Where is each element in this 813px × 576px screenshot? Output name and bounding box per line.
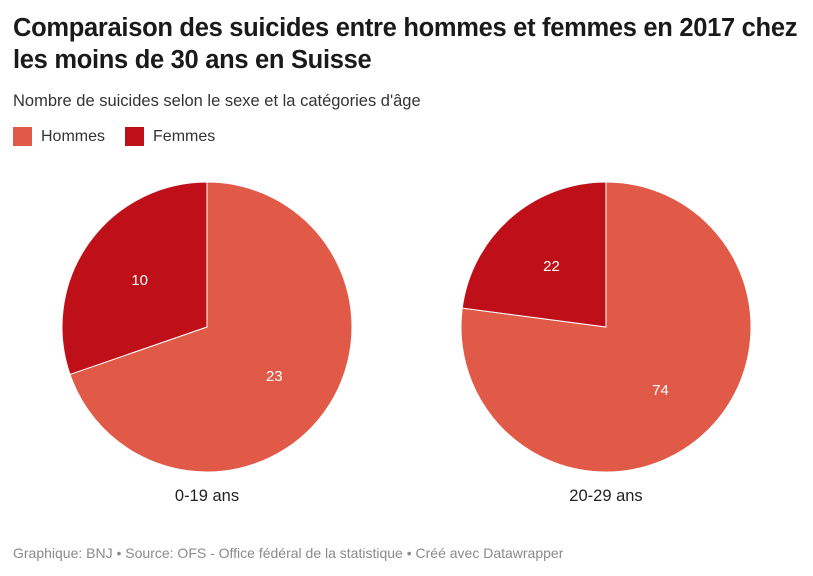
legend-swatch-hommes — [13, 127, 32, 146]
slice-hommes — [69, 181, 353, 473]
legend-item-femmes: Femmes — [125, 127, 215, 146]
legend-label-hommes: Hommes — [41, 127, 106, 145]
footer-credits: Graphique: BNJ • Source: OFS - Office fé… — [13, 545, 564, 561]
slice-femmes — [461, 181, 607, 328]
chart-title: Comparaison des suicides entre hommes et… — [13, 14, 798, 74]
data-label-hommes: 74 — [652, 382, 669, 399]
pie-category-label: 20-29 ans — [569, 487, 642, 505]
pie-category-label: 0-19 ans — [175, 487, 239, 505]
pie-0-19-ans: 23 10 0-19 ans — [61, 181, 353, 505]
chart-subtitle: Nombre de suicides selon le sexe et la c… — [13, 92, 421, 110]
data-label-hommes: 23 — [266, 368, 283, 385]
slice-hommes — [460, 181, 752, 473]
legend: Hommes Femmes — [13, 127, 215, 146]
legend-item-hommes: Hommes — [13, 127, 105, 146]
data-label-femmes: 22 — [543, 258, 560, 275]
legend-swatch-femmes — [125, 127, 145, 146]
data-label-femmes: 10 — [131, 272, 148, 289]
pie-20-29-ans: 74 22 20-29 ans — [460, 181, 752, 505]
slice-femmes — [61, 181, 208, 376]
legend-label-femmes: Femmes — [153, 127, 216, 145]
